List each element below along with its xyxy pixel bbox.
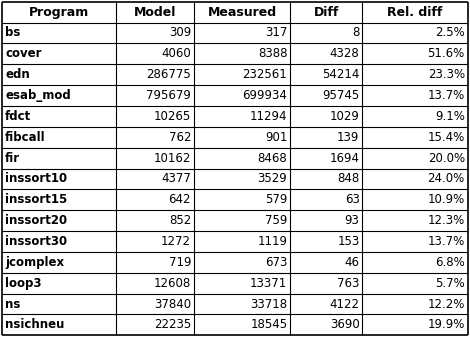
Text: 3529: 3529 xyxy=(258,173,287,185)
Text: 3690: 3690 xyxy=(330,318,360,331)
Text: 1119: 1119 xyxy=(258,235,287,248)
Text: 579: 579 xyxy=(265,193,287,206)
Text: inssort15: inssort15 xyxy=(5,193,67,206)
Text: edn: edn xyxy=(5,68,30,81)
Text: 153: 153 xyxy=(337,235,360,248)
Text: fir: fir xyxy=(5,152,20,164)
Text: 9.1%: 9.1% xyxy=(435,110,465,123)
Text: 139: 139 xyxy=(337,131,360,144)
Text: 6.8%: 6.8% xyxy=(435,256,465,269)
Text: 95745: 95745 xyxy=(322,89,360,102)
Text: 12608: 12608 xyxy=(154,277,191,290)
Text: 4122: 4122 xyxy=(329,298,360,310)
Text: inssort20: inssort20 xyxy=(5,214,67,227)
Text: 19.9%: 19.9% xyxy=(427,318,465,331)
Text: 642: 642 xyxy=(169,193,191,206)
Text: nsichneu: nsichneu xyxy=(5,318,64,331)
Text: Diff: Diff xyxy=(313,6,339,19)
Text: 37840: 37840 xyxy=(154,298,191,310)
Text: 795679: 795679 xyxy=(146,89,191,102)
Text: 286775: 286775 xyxy=(146,68,191,81)
Text: 763: 763 xyxy=(337,277,360,290)
Text: 8: 8 xyxy=(352,27,360,39)
Text: 33718: 33718 xyxy=(250,298,287,310)
Text: 12.2%: 12.2% xyxy=(427,298,465,310)
Text: 11294: 11294 xyxy=(250,110,287,123)
Text: 23.3%: 23.3% xyxy=(428,68,465,81)
Text: inssort10: inssort10 xyxy=(5,173,67,185)
Text: 12.3%: 12.3% xyxy=(428,214,465,227)
Text: 46: 46 xyxy=(345,256,360,269)
Text: bs: bs xyxy=(5,27,21,39)
Text: 1694: 1694 xyxy=(329,152,360,164)
Text: 10.9%: 10.9% xyxy=(428,193,465,206)
Text: Model: Model xyxy=(133,6,176,19)
Text: 852: 852 xyxy=(169,214,191,227)
Text: fibcall: fibcall xyxy=(5,131,46,144)
Text: Program: Program xyxy=(29,6,89,19)
Text: 4060: 4060 xyxy=(161,47,191,60)
Text: 13.7%: 13.7% xyxy=(428,89,465,102)
Text: 5.7%: 5.7% xyxy=(435,277,465,290)
Text: 13.7%: 13.7% xyxy=(428,235,465,248)
Text: 673: 673 xyxy=(265,256,287,269)
Text: ns: ns xyxy=(5,298,21,310)
Text: Measured: Measured xyxy=(207,6,276,19)
Text: 232561: 232561 xyxy=(243,68,287,81)
Text: 8388: 8388 xyxy=(258,47,287,60)
Text: 2.5%: 2.5% xyxy=(435,27,465,39)
Text: 901: 901 xyxy=(265,131,287,144)
Text: 54214: 54214 xyxy=(322,68,360,81)
Text: fdct: fdct xyxy=(5,110,31,123)
Text: 18545: 18545 xyxy=(250,318,287,331)
Text: cover: cover xyxy=(5,47,42,60)
Text: 22235: 22235 xyxy=(154,318,191,331)
Text: 4328: 4328 xyxy=(330,47,360,60)
Text: Rel. diff: Rel. diff xyxy=(387,6,443,19)
Text: 848: 848 xyxy=(337,173,360,185)
Text: 309: 309 xyxy=(169,27,191,39)
Text: 24.0%: 24.0% xyxy=(428,173,465,185)
Text: 759: 759 xyxy=(265,214,287,227)
Text: 8468: 8468 xyxy=(258,152,287,164)
Text: 719: 719 xyxy=(169,256,191,269)
Text: inssort30: inssort30 xyxy=(5,235,67,248)
Text: 63: 63 xyxy=(345,193,360,206)
Text: 1029: 1029 xyxy=(329,110,360,123)
Text: 317: 317 xyxy=(265,27,287,39)
Text: 10265: 10265 xyxy=(154,110,191,123)
Text: 13371: 13371 xyxy=(250,277,287,290)
Text: 93: 93 xyxy=(345,214,360,227)
Text: esab_mod: esab_mod xyxy=(5,89,71,102)
Text: 10162: 10162 xyxy=(154,152,191,164)
Text: 699934: 699934 xyxy=(243,89,287,102)
Text: 1272: 1272 xyxy=(161,235,191,248)
Text: jcomplex: jcomplex xyxy=(5,256,64,269)
Text: loop3: loop3 xyxy=(5,277,42,290)
Text: 4377: 4377 xyxy=(161,173,191,185)
Text: 762: 762 xyxy=(169,131,191,144)
Text: 15.4%: 15.4% xyxy=(428,131,465,144)
Text: 20.0%: 20.0% xyxy=(428,152,465,164)
Text: 51.6%: 51.6% xyxy=(428,47,465,60)
